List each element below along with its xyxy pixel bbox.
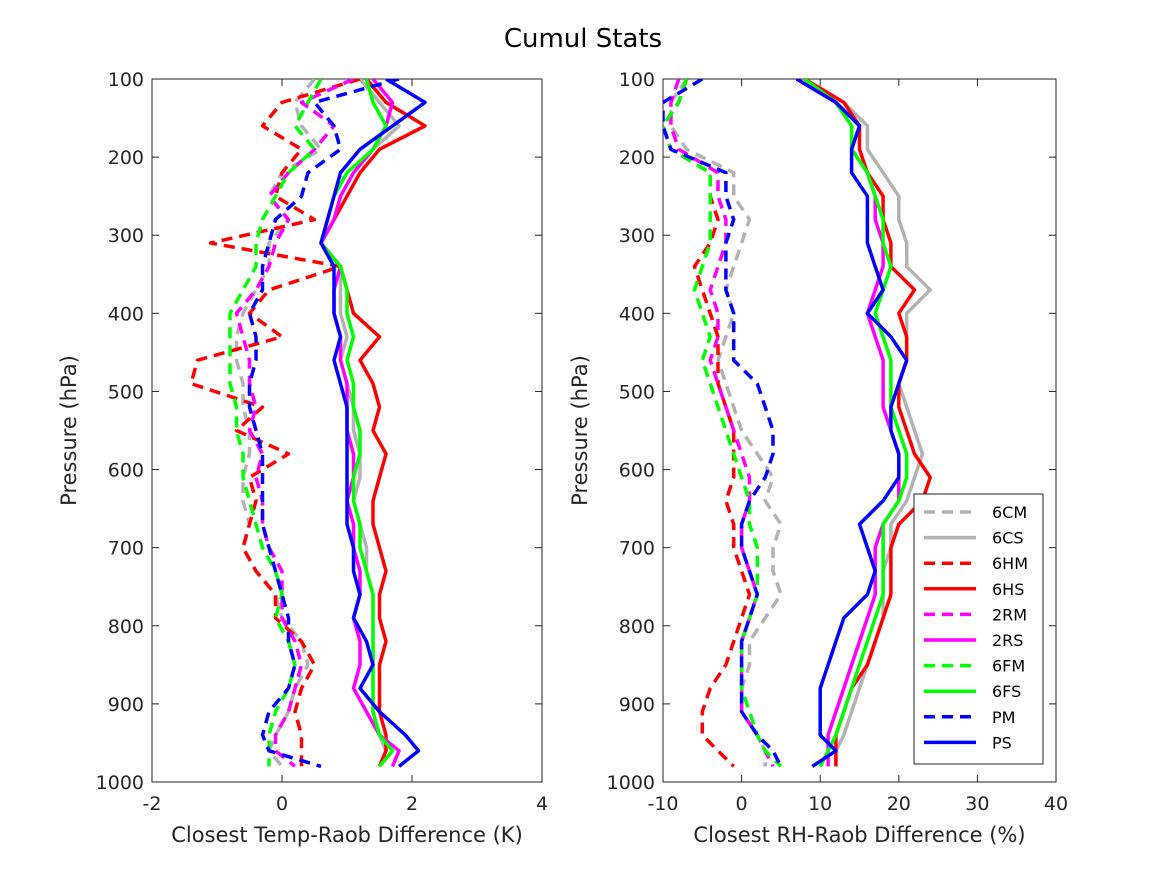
- legend-label-2rs: 2RS: [992, 631, 1023, 650]
- legend-label-6cm: 6CM: [992, 503, 1027, 522]
- y-axis-label: Pressure (hPa): [57, 355, 81, 506]
- y-tick-label: 300: [108, 225, 144, 247]
- y-tick-label: 900: [619, 694, 655, 716]
- y-tick-label: 400: [619, 303, 655, 325]
- legend-label-ps: PS: [992, 733, 1012, 752]
- series-line-ps: [795, 79, 909, 768]
- y-tick-label: 100: [108, 69, 144, 91]
- legend-label-6hm: 6HM: [992, 554, 1028, 573]
- legend: 6CM 6CS 6HM 6HS 2RM 2RS 6FM 6FS PM PS: [913, 493, 1044, 765]
- x-tick-label: 2: [406, 793, 418, 815]
- x-tick-label: 0: [276, 793, 288, 815]
- y-tick-label: 200: [108, 147, 144, 169]
- series-line-ps: [319, 79, 427, 768]
- y-tick-label: 300: [619, 225, 655, 247]
- y-axis-label: Pressure (hPa): [568, 355, 592, 506]
- x-tick-label: -10: [647, 793, 678, 815]
- y-tick-label: 700: [108, 538, 144, 560]
- legend-label-6cs: 6CS: [992, 529, 1024, 548]
- x-tick-label: -2: [143, 793, 162, 815]
- x-axis-label: Closest Temp-Raob Difference (K): [171, 823, 523, 847]
- x-tick-label: 40: [1044, 793, 1068, 815]
- series-line-6fs: [803, 79, 909, 768]
- series-line-2rm: [669, 79, 775, 768]
- series-group: [663, 79, 932, 768]
- y-tick-label: 400: [108, 303, 144, 325]
- legend-box: [913, 493, 1044, 765]
- legend-label-6fs: 6FS: [992, 682, 1021, 701]
- y-tick-label: 500: [108, 381, 144, 403]
- x-axis-label: Closest RH-Raob Difference (%): [693, 823, 1025, 847]
- series-line-6fm: [228, 79, 323, 767]
- y-tick-label: 900: [108, 694, 144, 716]
- x-tick-label: 30: [965, 793, 989, 815]
- x-tick-label: 0: [736, 793, 748, 815]
- y-tick-label: 600: [619, 460, 655, 482]
- y-tick-label: 1000: [607, 772, 655, 794]
- series-line-2rm: [234, 79, 355, 768]
- y-tick-label: 800: [619, 616, 655, 638]
- legend-label-6fm: 6FM: [992, 657, 1025, 676]
- x-tick-label: 4: [536, 793, 548, 815]
- series-line-6hs: [803, 79, 932, 767]
- series-line-6hs: [319, 79, 427, 768]
- series-line-pm: [663, 79, 783, 768]
- y-tick-label: 1000: [96, 772, 144, 794]
- y-tick-label: 700: [619, 538, 655, 560]
- legend-label-6hs: 6HS: [992, 580, 1024, 599]
- y-tick-label: 200: [619, 147, 655, 169]
- x-tick-label: 20: [887, 793, 911, 815]
- y-tick-label: 500: [619, 381, 655, 403]
- y-tick-label: 100: [619, 69, 655, 91]
- temperature-panel: 100 200 300 400 500 600 700 800 900 1000-2 0 2 4 Clos…: [57, 69, 548, 847]
- series-group: [189, 79, 427, 769]
- x-tick-label: 10: [808, 793, 832, 815]
- y-tick-label: 800: [108, 616, 144, 638]
- series-line-pm: [247, 79, 400, 769]
- y-tick-label: 600: [108, 460, 144, 482]
- legend-label-pm: PM: [992, 708, 1015, 727]
- series-line-6hm: [189, 79, 361, 767]
- series-line-6cm: [669, 79, 783, 767]
- legend-label-2rm: 2RM: [992, 605, 1027, 624]
- chart-title: Cumul Stats: [504, 24, 662, 54]
